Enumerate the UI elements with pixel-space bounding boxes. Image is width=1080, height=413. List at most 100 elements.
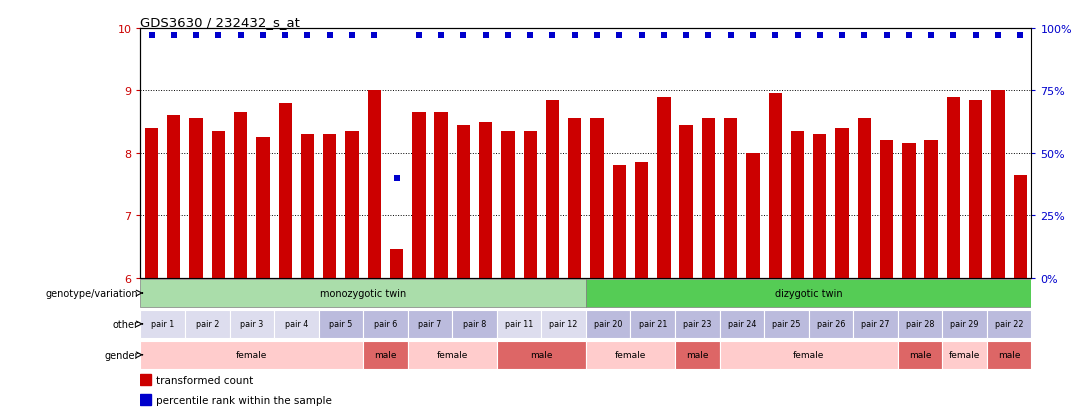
Bar [724, 119, 738, 278]
Point [254, 33, 271, 40]
Bar [836, 128, 849, 278]
Text: pair 11: pair 11 [505, 320, 534, 329]
Bar [545, 100, 559, 278]
Point [767, 33, 784, 40]
Bar [363, 341, 408, 369]
Text: GDS3630 / 232432_s_at: GDS3630 / 232432_s_at [140, 16, 300, 29]
Bar [300, 135, 314, 278]
Bar [189, 119, 203, 278]
Point [188, 33, 205, 40]
Point [901, 33, 918, 40]
Point [410, 33, 428, 40]
Point [788, 33, 806, 40]
Bar [212, 132, 225, 278]
Point [945, 33, 962, 40]
Text: gender: gender [104, 350, 138, 360]
Text: pair 22: pair 22 [995, 320, 1024, 329]
Bar [675, 341, 719, 369]
Text: pair 29: pair 29 [950, 320, 978, 329]
Text: pair 7: pair 7 [418, 320, 442, 329]
Bar [591, 119, 604, 278]
Bar [942, 341, 987, 369]
Bar [407, 310, 453, 338]
Point [989, 33, 1007, 40]
Bar [497, 341, 585, 369]
Bar [791, 132, 805, 278]
Bar [497, 310, 541, 338]
Bar [524, 132, 537, 278]
Text: female: female [237, 351, 268, 359]
Point [878, 33, 895, 40]
Point [566, 33, 583, 40]
Bar [140, 341, 363, 369]
Bar [145, 128, 158, 278]
Bar [969, 100, 983, 278]
Bar [897, 341, 942, 369]
Text: female: female [949, 351, 981, 359]
Bar [319, 310, 363, 338]
Bar [585, 310, 631, 338]
Bar [585, 279, 1031, 307]
Bar [858, 119, 870, 278]
Text: pair 28: pair 28 [906, 320, 934, 329]
Bar [947, 97, 960, 278]
Text: pair 1: pair 1 [151, 320, 174, 329]
Point [432, 33, 449, 40]
Text: pair 20: pair 20 [594, 320, 622, 329]
Bar [140, 374, 151, 385]
Text: female: female [615, 351, 646, 359]
Bar [185, 310, 229, 338]
Bar [719, 310, 764, 338]
Bar [478, 122, 492, 278]
Text: male: male [374, 351, 396, 359]
Bar [880, 141, 893, 278]
Point [610, 33, 627, 40]
Bar [167, 116, 180, 278]
Text: pair 24: pair 24 [728, 320, 756, 329]
Bar [631, 310, 675, 338]
Bar [541, 310, 585, 338]
Text: pair 12: pair 12 [550, 320, 578, 329]
Text: pair 26: pair 26 [816, 320, 846, 329]
Bar [769, 94, 782, 278]
Bar [987, 310, 1031, 338]
Bar [434, 113, 448, 278]
Bar [229, 310, 274, 338]
Text: pair 6: pair 6 [374, 320, 397, 329]
Bar [453, 310, 497, 338]
Point [811, 33, 828, 40]
Point [477, 33, 495, 40]
Bar [323, 135, 337, 278]
Point [967, 33, 984, 40]
Point [834, 33, 851, 40]
Bar [274, 310, 319, 338]
Bar [390, 250, 403, 278]
Text: pair 3: pair 3 [240, 320, 264, 329]
Bar [501, 132, 515, 278]
Text: pair 4: pair 4 [285, 320, 308, 329]
Point [299, 33, 316, 40]
Bar [279, 104, 292, 278]
Text: pair 8: pair 8 [463, 320, 486, 329]
Bar [924, 141, 937, 278]
Text: male: male [530, 351, 553, 359]
Bar [140, 394, 151, 405]
Point [855, 33, 873, 40]
Bar [457, 126, 470, 278]
Bar [902, 144, 916, 278]
Bar [675, 310, 719, 338]
Bar [568, 119, 581, 278]
Bar [346, 132, 359, 278]
Point [232, 33, 249, 40]
Text: monozygotic twin: monozygotic twin [320, 288, 406, 298]
Bar [813, 135, 826, 278]
Text: percentile rank within the sample: percentile rank within the sample [157, 395, 333, 405]
Bar [746, 153, 759, 278]
Text: genotype/variation: genotype/variation [46, 288, 138, 298]
Text: male: male [686, 351, 708, 359]
Bar [897, 310, 942, 338]
Bar [140, 279, 585, 307]
Point [1012, 33, 1029, 40]
Point [677, 33, 694, 40]
Point [321, 33, 338, 40]
